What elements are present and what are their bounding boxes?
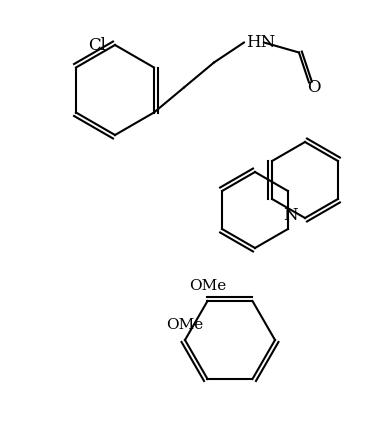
Text: O: O [307, 79, 321, 96]
Text: Cl: Cl [88, 36, 106, 53]
Text: OMe: OMe [189, 279, 226, 293]
Text: OMe: OMe [166, 318, 203, 332]
Text: HN: HN [246, 34, 275, 51]
Text: N: N [283, 206, 297, 223]
